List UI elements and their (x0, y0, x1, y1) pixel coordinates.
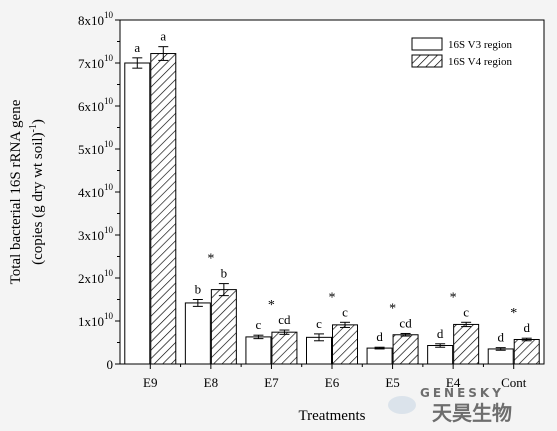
legend-swatch-series-2 (411, 54, 443, 68)
x-tick-label-cont: Cont (501, 375, 527, 390)
letter-label-e8-series-2: b (221, 266, 228, 281)
y-axis-title-line2-sup: -1 (28, 124, 39, 132)
watermark-text-latin: GENESKY (420, 386, 504, 400)
letter-label-e7-series-2: cd (278, 312, 291, 327)
legend-swatch-series-1 (411, 37, 443, 51)
y-tick-label-base: 3x10 (78, 228, 104, 243)
bar-cont-series-2 (513, 338, 540, 365)
bar-e6-series-2 (332, 324, 358, 365)
y-tick-label-1: 1x1010 (78, 311, 114, 329)
letter-label-e6-series-1: c (316, 316, 322, 331)
significance-star-e6: * (329, 290, 336, 305)
y-tick-label-exponent: 10 (104, 96, 114, 106)
legend-label-series-2: 16S V4 region (448, 56, 512, 68)
watermark-logo-icon (388, 396, 416, 414)
y-tick-label-5: 5x1010 (78, 139, 114, 157)
bar-e9-series-2 (150, 53, 177, 365)
y-axis-title-line2-end: ) (30, 119, 46, 124)
y-tick-label-base: 1x10 (78, 314, 104, 329)
y-tick-label-base: 0 (107, 357, 114, 372)
letter-label-e7-series-1: c (256, 317, 262, 332)
y-tick-label-exponent: 10 (104, 53, 114, 63)
x-tick-label-e7: E7 (264, 375, 279, 390)
x-tick-label-e5: E5 (385, 375, 399, 390)
y-tick-label-4: 4x1010 (78, 182, 114, 200)
x-tick-label-e4: E4 (446, 375, 461, 390)
y-axis-title-line2: (copies (g dry wt soil)-1) (28, 119, 46, 265)
y-tick-label-0: 0 (107, 357, 114, 372)
x-tick-label-e6: E6 (325, 375, 340, 390)
y-tick-label-base: 5x10 (78, 142, 104, 157)
bar-e7-series-1 (245, 336, 272, 365)
letter-label-e5-series-2: cd (399, 315, 412, 330)
y-tick-label-7: 7x1010 (78, 53, 114, 71)
y-tick-label-2: 2x1010 (78, 268, 114, 286)
y-axis-title-line1: Total bacterial 16S rRNA gene (8, 99, 24, 284)
bar-e5-series-1 (366, 347, 393, 365)
y-tick-label-6: 6x1010 (78, 96, 114, 114)
significance-star-cont: * (510, 306, 517, 321)
y-tick-label-base: 7x10 (78, 56, 104, 71)
y-tick-label-exponent: 10 (104, 225, 114, 235)
significance-star-e5: * (389, 301, 396, 316)
y-tick-label-base: 2x10 (78, 271, 104, 286)
y-tick-label-base: 6x10 (78, 99, 104, 114)
y-tick-label-base: 4x10 (78, 185, 104, 200)
bar-e4-series-2 (453, 323, 480, 365)
letter-label-cont-series-2: d (523, 320, 530, 335)
letter-label-e4-series-2: c (463, 304, 469, 319)
letter-label-e4-series-1: d (437, 326, 444, 341)
y-axis-title: Total bacterial 16S rRNA gene (8, 99, 24, 284)
y-tick-label-exponent: 10 (104, 10, 114, 20)
bar-e8-series-1 (184, 302, 211, 365)
y-tick-label-exponent: 10 (104, 311, 114, 321)
y-tick-label-base: 8x10 (78, 13, 104, 28)
plot-area (120, 20, 544, 364)
significance-star-e4: * (450, 290, 457, 305)
letter-label-e9-series-2: a (160, 29, 166, 44)
legend-label-series-1: 16S V3 region (448, 39, 512, 51)
bar-e7-series-2 (271, 331, 298, 365)
y-tick-label-exponent: 10 (104, 182, 114, 192)
y-tick-label-exponent: 10 (104, 268, 114, 278)
significance-star-e8: * (207, 252, 214, 267)
bar-e5-series-2 (392, 334, 419, 365)
bar-e6-series-1 (306, 336, 332, 365)
x-axis-title: Treatments (299, 408, 366, 424)
y-tick-label-exponent: 10 (104, 139, 114, 149)
significance-star-e7: * (268, 298, 275, 313)
x-tick-label-e9: E9 (143, 375, 157, 390)
letter-label-e6-series-2: c (342, 304, 348, 319)
y-tick-label-3: 3x1010 (78, 225, 114, 243)
plot-frame (119, 19, 545, 365)
letter-label-e5-series-1: d (376, 329, 383, 344)
y-axis-title-line2-group: (copies (g dry wt soil)-1) (28, 119, 46, 265)
y-axis-title-line2-main: (copies (g dry wt soil) (30, 132, 46, 264)
bar-e8-series-2 (210, 289, 237, 365)
bar-e9-series-1 (124, 62, 151, 365)
letter-label-e9-series-1: a (134, 40, 140, 55)
x-tick-label-e8: E8 (204, 375, 218, 390)
letter-label-e8-series-1: b (195, 282, 202, 297)
watermark-text-cjk: 天昊生物 (432, 401, 512, 425)
bar-e4-series-1 (427, 345, 454, 365)
y-tick-label-8: 8x1010 (78, 10, 114, 28)
bar-cont-series-1 (487, 348, 514, 365)
letter-label-cont-series-1: d (497, 330, 504, 345)
watermark: GENESKY 天昊生物 (388, 386, 512, 425)
